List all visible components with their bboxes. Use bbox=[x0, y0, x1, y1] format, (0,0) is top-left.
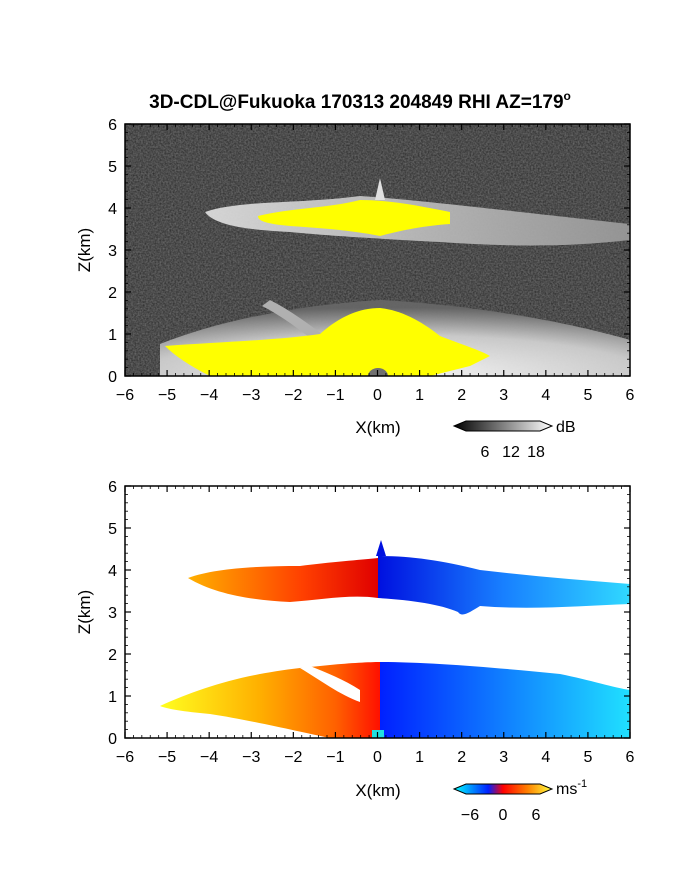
reflectivity-upper-core bbox=[258, 200, 450, 236]
velocity-y-tick-label: 1 bbox=[108, 689, 117, 706]
reflectivity-y-tick-label: 4 bbox=[108, 201, 117, 218]
reflectivity-colorbar: dB 6 12 18 bbox=[452, 419, 576, 461]
reflectivity-colorbar-tick-6: 6 bbox=[481, 444, 490, 461]
reflectivity-x-tick-labels: −6 −5 −4 −3 −2 −1 0 1 2 3 4 5 6 bbox=[116, 387, 635, 404]
velocity-y-tick-label: 3 bbox=[108, 605, 117, 622]
velocity-colorbar-tick-neg6: −6 bbox=[461, 807, 479, 824]
reflectivity-x-tick-label: 6 bbox=[626, 387, 635, 404]
reflectivity-colorbar-tick-12: 12 bbox=[502, 444, 520, 461]
velocity-x-tick-label: 2 bbox=[457, 749, 466, 766]
reflectivity-lower-core bbox=[165, 308, 490, 376]
velocity-x-tick-label: −6 bbox=[116, 749, 134, 766]
velocity-x-tick-label: −1 bbox=[326, 749, 344, 766]
velocity-colorbar-tick-6: 6 bbox=[532, 807, 541, 824]
velocity-colorbar-bar bbox=[452, 783, 554, 795]
velocity-lower-negative bbox=[380, 662, 630, 738]
reflectivity-y-tick-label: 0 bbox=[108, 369, 117, 386]
reflectivity-lower-plume bbox=[262, 300, 330, 344]
velocity-x-tick-label: −2 bbox=[284, 749, 302, 766]
velocity-x-tick-label: −4 bbox=[200, 749, 218, 766]
reflectivity-colorbar-bar bbox=[452, 420, 554, 432]
reflectivity-x-tick-label: 0 bbox=[373, 387, 382, 404]
reflectivity-x-tick-label: −1 bbox=[326, 387, 344, 404]
velocity-x-tick-label: 0 bbox=[373, 749, 382, 766]
velocity-x-tick-label: 5 bbox=[583, 749, 592, 766]
velocity-x-axis-title: X(km) bbox=[355, 781, 400, 800]
reflectivity-y-tick-labels: 0 1 2 3 4 5 6 bbox=[108, 117, 117, 386]
velocity-colorbar-unit: ms-1 bbox=[556, 778, 587, 798]
reflectivity-x-axis-title: X(km) bbox=[355, 418, 400, 437]
reflectivity-y-tick-label: 5 bbox=[108, 159, 117, 176]
chart-title-superscript: o bbox=[564, 89, 571, 103]
reflectivity-x-tick-label: 1 bbox=[415, 387, 424, 404]
reflectivity-x-tick-label: −4 bbox=[200, 387, 218, 404]
reflectivity-spike bbox=[375, 178, 385, 200]
reflectivity-y-axis-title: Z(km) bbox=[75, 228, 94, 272]
velocity-spike bbox=[376, 540, 386, 556]
reflectivity-colorbar-unit: dB bbox=[556, 419, 576, 436]
reflectivity-y-tick-label: 2 bbox=[108, 285, 117, 302]
velocity-y-tick-label: 5 bbox=[108, 521, 117, 538]
velocity-x-tick-label: 4 bbox=[541, 749, 550, 766]
reflectivity-x-tick-label: −2 bbox=[284, 387, 302, 404]
reflectivity-x-tick-label: 3 bbox=[499, 387, 508, 404]
reflectivity-x-tick-label: 5 bbox=[583, 387, 592, 404]
velocity-y-tick-label: 6 bbox=[108, 479, 117, 496]
velocity-x-tick-label: 1 bbox=[415, 749, 424, 766]
velocity-colorbar: ms-1 −6 0 6 bbox=[452, 778, 587, 824]
reflectivity-y-tick-label: 1 bbox=[108, 327, 117, 344]
velocity-upper-layer-positive bbox=[188, 558, 378, 602]
velocity-upper-layer-negative bbox=[378, 556, 630, 615]
velocity-x-tick-label: −5 bbox=[158, 749, 176, 766]
velocity-colorbar-unit-superscript: -1 bbox=[577, 778, 587, 790]
reflectivity-x-tick-label: −6 bbox=[116, 387, 134, 404]
reflectivity-y-tick-label: 3 bbox=[108, 243, 117, 260]
velocity-y-tick-labels: 0 1 2 3 4 5 6 bbox=[108, 479, 117, 748]
reflectivity-x-tick-label: −3 bbox=[242, 387, 260, 404]
velocity-x-tick-label: −3 bbox=[242, 749, 260, 766]
velocity-y-tick-label: 0 bbox=[108, 731, 117, 748]
velocity-y-tick-label: 2 bbox=[108, 647, 117, 664]
reflectivity-plot-area bbox=[125, 124, 630, 376]
reflectivity-colorbar-tick-18: 18 bbox=[527, 444, 545, 461]
velocity-colorbar-tick-0: 0 bbox=[499, 807, 508, 824]
reflectivity-x-tick-label: 2 bbox=[457, 387, 466, 404]
chart-title: 3D-CDL@Fukuoka 170313 204849 RHI AZ=179o bbox=[149, 89, 571, 113]
reflectivity-x-tick-label: 4 bbox=[541, 387, 550, 404]
velocity-x-tick-labels: −6 −5 −4 −3 −2 −1 0 1 2 3 4 5 6 bbox=[116, 749, 635, 766]
velocity-y-axis-title: Z(km) bbox=[75, 590, 94, 634]
velocity-plot-area bbox=[125, 486, 630, 738]
velocity-ticks bbox=[124, 485, 631, 739]
velocity-lower-gap bbox=[300, 666, 360, 702]
reflectivity-x-tick-label: −5 bbox=[158, 387, 176, 404]
velocity-x-tick-label: 6 bbox=[626, 749, 635, 766]
reflectivity-y-tick-label: 6 bbox=[108, 117, 117, 134]
reflectivity-ticks bbox=[124, 123, 631, 377]
velocity-x-tick-label: 3 bbox=[499, 749, 508, 766]
velocity-y-tick-label: 4 bbox=[108, 563, 117, 580]
